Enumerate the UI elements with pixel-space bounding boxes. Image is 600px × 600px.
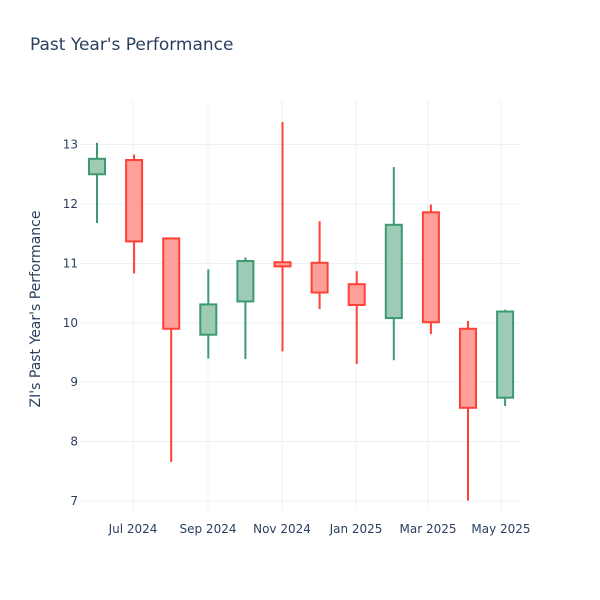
candle bbox=[199, 269, 218, 359]
chart-title: Past Year's Performance bbox=[30, 35, 234, 55]
candle-body bbox=[384, 223, 403, 320]
grid bbox=[80, 100, 520, 510]
candle-body bbox=[347, 283, 366, 307]
x-tick-label: Nov 2024 bbox=[253, 522, 311, 536]
x-tick-label: Jan 2025 bbox=[329, 522, 383, 536]
candle-body bbox=[421, 211, 440, 324]
candle-body bbox=[310, 261, 329, 294]
x-tick-label: Jul 2024 bbox=[108, 522, 158, 536]
y-tick-label: 13 bbox=[63, 138, 78, 152]
y-tick-label: 7 bbox=[70, 494, 78, 508]
y-tick-label: 10 bbox=[63, 316, 78, 330]
candles bbox=[88, 121, 515, 501]
y-tick-label: 11 bbox=[63, 256, 78, 270]
candle bbox=[459, 321, 477, 501]
candle bbox=[162, 237, 181, 462]
candle bbox=[421, 204, 440, 335]
candle-body bbox=[199, 303, 218, 336]
x-tick-label: Mar 2025 bbox=[400, 522, 457, 536]
candle bbox=[88, 142, 106, 223]
y-tick-label: 8 bbox=[70, 435, 78, 449]
candle-body bbox=[162, 237, 181, 330]
candle bbox=[347, 271, 366, 364]
y-tick-label: 9 bbox=[70, 375, 78, 389]
candle bbox=[236, 257, 255, 360]
candle-body bbox=[88, 157, 106, 176]
candle bbox=[310, 221, 329, 310]
candle-body bbox=[496, 310, 515, 399]
y-axis-title: ZI's Past Year's Performance bbox=[28, 211, 44, 408]
candle-body bbox=[459, 327, 477, 409]
candle-body bbox=[125, 159, 144, 243]
x-tick-label: Sep 2024 bbox=[180, 522, 237, 536]
candle-body bbox=[236, 260, 255, 303]
x-axis-ticks: Jul 2024 Sep 2024 Nov 2024 Jan 2025 Mar 2025… bbox=[108, 522, 531, 536]
candle bbox=[125, 154, 144, 274]
y-axis-ticks: 7 8 9 10 11 12 13 bbox=[63, 138, 78, 509]
candle-body bbox=[273, 261, 292, 268]
y-tick-label: 12 bbox=[63, 197, 78, 211]
candle bbox=[273, 121, 292, 352]
x-tick-label: May 2025 bbox=[471, 522, 530, 536]
candle bbox=[496, 309, 515, 407]
candle bbox=[384, 167, 403, 361]
